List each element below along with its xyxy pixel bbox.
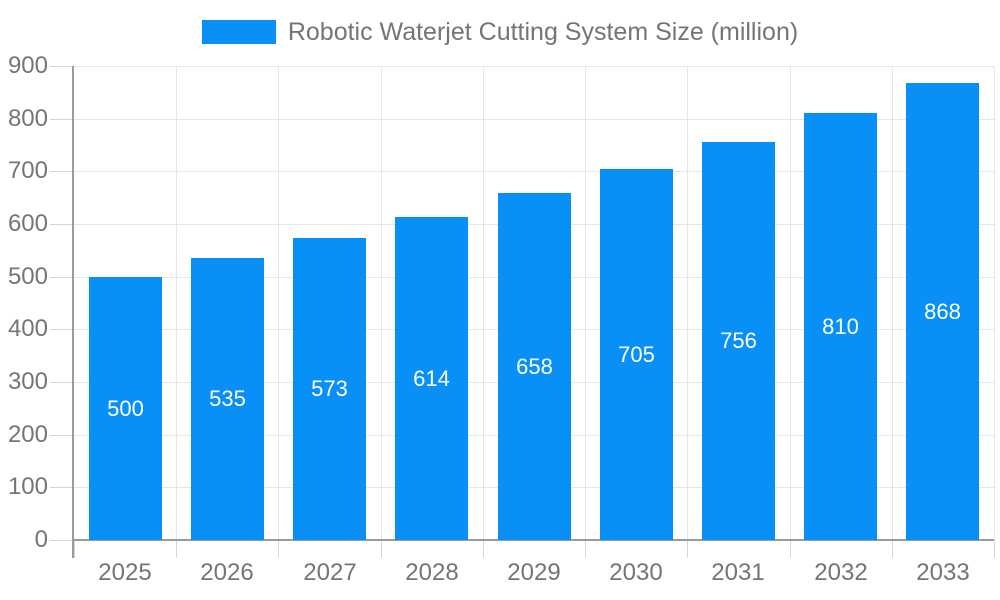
bar-2025: 500 bbox=[89, 277, 162, 540]
x-axis-tick-label: 2030 bbox=[609, 559, 663, 586]
x-axis-tick-label: 2033 bbox=[916, 559, 970, 586]
grid-line-vertical bbox=[687, 66, 688, 540]
grid-line-vertical bbox=[994, 66, 995, 540]
y-axis-line bbox=[72, 66, 74, 558]
grid-line-vertical bbox=[381, 66, 382, 540]
x-axis-tick bbox=[74, 540, 75, 558]
x-axis-tick-label: 2031 bbox=[711, 559, 765, 586]
x-axis-tick-label: 2027 bbox=[303, 559, 357, 586]
bar-value-label: 756 bbox=[720, 328, 757, 353]
bar-value-label: 705 bbox=[618, 341, 655, 367]
y-axis-tick-label: 200 bbox=[7, 421, 48, 448]
bar-2028: 614 bbox=[395, 217, 468, 540]
bar-2030: 705 bbox=[600, 169, 673, 540]
bar-2026: 535 bbox=[191, 258, 264, 540]
x-axis-tick bbox=[994, 540, 995, 558]
bar-value-label: 500 bbox=[107, 395, 144, 421]
y-axis-tick-label: 900 bbox=[7, 52, 48, 79]
grid-line-horizontal bbox=[74, 171, 994, 172]
y-axis-tick bbox=[50, 382, 74, 383]
x-axis-tick-label: 2028 bbox=[405, 559, 459, 586]
bar-2031: 756 bbox=[702, 142, 775, 540]
x-axis-tick-label: 2025 bbox=[98, 559, 152, 586]
x-axis-tick bbox=[687, 540, 688, 558]
bar-2033: 868 bbox=[906, 83, 979, 540]
y-axis-tick bbox=[50, 540, 74, 541]
legend-swatch bbox=[201, 20, 276, 44]
y-axis-tick bbox=[50, 277, 74, 278]
grid-line-horizontal bbox=[74, 119, 994, 120]
x-axis-tick-label: 2029 bbox=[507, 559, 561, 586]
grid-line-vertical bbox=[278, 66, 279, 540]
bar-2027: 573 bbox=[293, 238, 366, 540]
bar-2029: 658 bbox=[498, 193, 571, 540]
y-axis-tick-label: 100 bbox=[7, 473, 48, 500]
bar-value-label: 658 bbox=[516, 353, 553, 379]
y-axis-tick bbox=[50, 487, 74, 488]
bar-value-label: 810 bbox=[822, 313, 859, 339]
x-axis-tick-label: 2026 bbox=[200, 559, 254, 586]
x-axis-tick bbox=[176, 540, 177, 558]
y-axis-tick bbox=[50, 435, 74, 436]
x-axis-tick bbox=[381, 540, 382, 558]
y-axis-tick bbox=[50, 329, 74, 330]
x-axis-tick-label: 2032 bbox=[814, 559, 868, 586]
y-axis-tick bbox=[50, 119, 74, 120]
grid-line-vertical bbox=[585, 66, 586, 540]
x-axis-tick bbox=[892, 540, 893, 558]
y-axis-tick bbox=[50, 224, 74, 225]
bar-2032: 810 bbox=[804, 113, 877, 540]
x-axis-tick bbox=[585, 540, 586, 558]
bar-value-label: 614 bbox=[413, 365, 450, 391]
grid-line-vertical bbox=[176, 66, 177, 540]
legend-label: Robotic Waterjet Cutting System Size (mi… bbox=[287, 18, 799, 46]
grid-line-vertical bbox=[483, 66, 484, 540]
grid-line-vertical bbox=[790, 66, 791, 540]
bar-value-label: 535 bbox=[209, 386, 246, 411]
grid-line-horizontal bbox=[74, 66, 994, 67]
y-axis-tick-label: 300 bbox=[7, 368, 48, 395]
y-axis-tick-label: 700 bbox=[7, 157, 48, 184]
x-axis-tick bbox=[790, 540, 791, 558]
y-axis-tick bbox=[50, 66, 74, 67]
y-axis-tick-label: 400 bbox=[7, 315, 48, 342]
bar-value-label: 868 bbox=[924, 298, 961, 324]
y-axis-tick bbox=[50, 171, 74, 172]
y-axis-tick-label: 0 bbox=[34, 526, 48, 553]
x-axis-tick bbox=[483, 540, 484, 558]
x-axis-tick bbox=[278, 540, 279, 558]
y-axis-tick-label: 600 bbox=[7, 210, 48, 237]
y-axis-tick-label: 500 bbox=[7, 263, 48, 290]
legend[interactable]: Robotic Waterjet Cutting System Size (mi… bbox=[0, 19, 1000, 45]
x-axis-line bbox=[74, 539, 994, 541]
bar-value-label: 573 bbox=[311, 376, 348, 401]
grid-line-vertical bbox=[892, 66, 893, 540]
y-axis-tick-label: 800 bbox=[7, 105, 48, 132]
